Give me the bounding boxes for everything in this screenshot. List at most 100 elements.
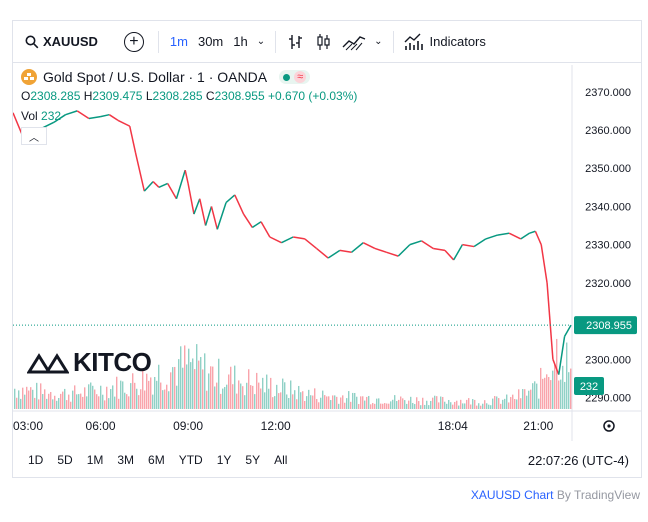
indicators-button[interactable]: Indicators: [404, 33, 486, 51]
symbol-label: XAUUSD: [43, 34, 98, 49]
volume-bar: [40, 383, 42, 409]
volume-bar: [440, 396, 442, 409]
volume-tag-label: 232: [580, 381, 598, 393]
range-5d[interactable]: 5D: [57, 453, 73, 467]
volume-bar: [494, 396, 496, 409]
price-segment: [88, 115, 101, 120]
volume-bar: [46, 398, 48, 409]
volume-bar: [140, 389, 142, 409]
volume-bar: [414, 404, 416, 409]
x-tick-label: 03:00: [13, 419, 43, 433]
volume-bar: [424, 404, 426, 409]
range-1m[interactable]: 1M: [86, 453, 104, 467]
volume-bar: [74, 385, 76, 409]
volume-bar: [174, 366, 176, 409]
symbol-search[interactable]: XAUUSD: [25, 34, 98, 49]
compare-plus-icon[interactable]: +: [123, 31, 144, 52]
symbol-title: Gold Spot / U.S. Dollar · 1 · OANDA: [43, 69, 268, 85]
attribution: XAUUSD Chart By TradingView: [471, 488, 640, 502]
open-key: O: [21, 89, 31, 103]
volume-bar: [234, 365, 236, 409]
style-chevron-down-icon[interactable]: ⌄: [374, 36, 383, 47]
price-segment: [204, 206, 213, 226]
symbol-chart-link[interactable]: XAUUSD Chart: [470, 488, 554, 502]
price-segment: [216, 202, 227, 230]
x-tick-label: 09:00: [173, 419, 203, 433]
volume-bar: [32, 389, 34, 409]
volume-bar: [236, 393, 238, 409]
volume-bar: [398, 399, 400, 409]
range-6m[interactable]: 6M: [148, 453, 165, 467]
volume-bar: [136, 388, 138, 409]
bars-style-icon[interactable]: [288, 33, 304, 51]
volume-bar: [52, 399, 54, 409]
interval-1h[interactable]: 1h: [233, 34, 248, 49]
interval-1m[interactable]: 1m: [169, 34, 188, 49]
volume-bar: [198, 360, 200, 409]
chart-toolbar: XAUUSD + 1m 30m 1h ⌄ ⌄ Indicators: [13, 21, 641, 63]
kitco-text: KITCO: [73, 347, 152, 377]
volume-bar: [38, 399, 40, 409]
candles-style-icon[interactable]: [316, 33, 332, 51]
range-ytd[interactable]: YTD: [178, 453, 203, 467]
price-segment: [351, 242, 364, 253]
volume-bar: [166, 384, 168, 409]
volume-bar: [388, 403, 390, 409]
volume-bar: [476, 405, 478, 409]
market-status[interactable]: ≈: [279, 70, 311, 84]
volume-bar: [362, 396, 364, 409]
ohlc-values: O2308.285 H2309.475 L2308.285 C2308.955 …: [21, 89, 357, 103]
volume-bar: [562, 365, 564, 409]
volume-bar: [242, 386, 244, 409]
change-value: +0.670 (+0.03%): [268, 89, 358, 103]
volume-bar: [308, 389, 310, 409]
collapse-legend-chevron-up-icon[interactable]: ︿: [21, 127, 47, 145]
volume-bar: [248, 369, 250, 409]
range-1d[interactable]: 1D: [28, 453, 44, 467]
volume-bar: [82, 396, 84, 409]
volume-bar: [296, 399, 298, 409]
range-all[interactable]: All: [274, 453, 288, 467]
volume-bar: [400, 396, 402, 409]
volume-bar: [550, 380, 552, 409]
volume-bar: [554, 364, 556, 409]
price-segment: [546, 282, 554, 360]
range-1y[interactable]: 1Y: [216, 453, 232, 467]
volume-bar: [164, 389, 166, 409]
volume-bar: [366, 396, 368, 409]
toolbar-divider: [275, 30, 277, 53]
volume-bar: [84, 387, 86, 409]
volume-bar: [206, 390, 208, 409]
volume-bar: [278, 393, 280, 409]
interval-30m[interactable]: 30m: [197, 34, 224, 49]
interval-chevron-down-icon[interactable]: ⌄: [256, 36, 266, 47]
volume-bar: [294, 390, 296, 409]
volume-bar: [410, 396, 412, 409]
tradingview-credit[interactable]: By TradingView: [556, 488, 640, 502]
range-5y[interactable]: 5Y: [245, 453, 261, 467]
price-chart[interactable]: 2370.000 2360.000 2350.000 2340.000 2330.000…: [13, 21, 641, 441]
volume-bar: [44, 389, 46, 409]
volume-bar: [300, 392, 302, 409]
volume-bar: [284, 382, 286, 409]
range-3m[interactable]: 3M: [117, 453, 135, 467]
price-segment: [433, 247, 446, 252]
volume-bar: [256, 372, 258, 409]
volume-bar: [402, 398, 404, 409]
volume-bar: [110, 389, 112, 409]
volume-bar: [76, 394, 78, 409]
volume-bar: [266, 374, 268, 409]
settings-gear-icon[interactable]: [603, 420, 615, 432]
volume-bar: [188, 348, 190, 409]
volume-bar: [336, 396, 338, 409]
timezone-clock[interactable]: 22:07:26 (UTC-4): [527, 452, 629, 468]
volume-bar: [310, 395, 312, 409]
volume-bar: [390, 401, 392, 409]
price-segment: [558, 336, 566, 375]
volume-bar: [502, 399, 504, 409]
volume-bar: [282, 378, 284, 409]
area-style-icon[interactable]: [342, 33, 366, 51]
price-segment: [158, 182, 168, 188]
volume-bar: [340, 397, 342, 409]
volume-bar: [200, 357, 202, 409]
